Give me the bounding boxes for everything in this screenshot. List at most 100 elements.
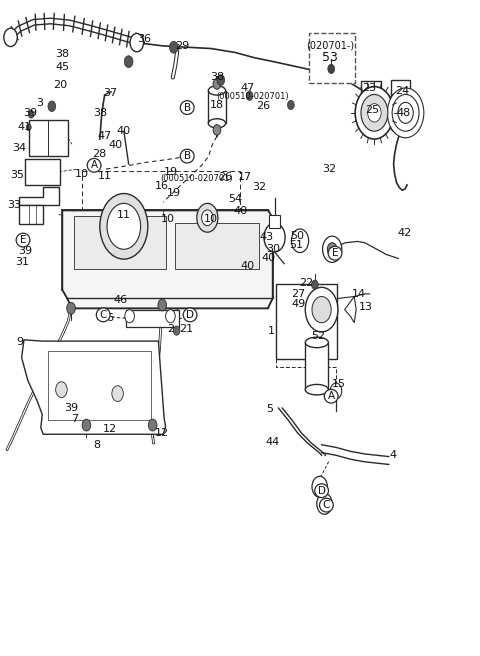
- Text: (000510-020701): (000510-020701): [160, 174, 233, 183]
- Bar: [305, 342, 328, 390]
- Polygon shape: [22, 340, 166, 434]
- Bar: [269, 215, 280, 228]
- Circle shape: [26, 124, 31, 131]
- Text: 26: 26: [256, 101, 270, 112]
- Text: 26: 26: [218, 172, 233, 182]
- Text: 29: 29: [175, 41, 190, 51]
- Text: 53: 53: [322, 51, 338, 64]
- Bar: [175, 223, 259, 269]
- Text: E: E: [20, 235, 26, 245]
- Circle shape: [197, 203, 218, 232]
- Text: 9: 9: [17, 337, 24, 348]
- Bar: [309, 33, 355, 83]
- Text: B: B: [184, 102, 191, 113]
- Polygon shape: [19, 205, 43, 224]
- Text: 32: 32: [252, 182, 266, 192]
- Polygon shape: [62, 210, 273, 308]
- Circle shape: [392, 94, 419, 131]
- Circle shape: [67, 302, 75, 314]
- Circle shape: [112, 386, 123, 401]
- Circle shape: [4, 28, 17, 47]
- Circle shape: [169, 41, 178, 53]
- Text: 39: 39: [18, 245, 32, 256]
- Text: 36: 36: [137, 34, 151, 45]
- Text: (000510-020701): (000510-020701): [216, 92, 289, 101]
- Text: 45: 45: [55, 62, 70, 72]
- Bar: [361, 81, 381, 117]
- Text: 8: 8: [94, 440, 100, 450]
- Text: 11: 11: [97, 171, 112, 181]
- Circle shape: [288, 100, 294, 110]
- Text: 32: 32: [322, 164, 336, 174]
- Text: 16: 16: [155, 181, 169, 192]
- Circle shape: [368, 104, 381, 122]
- Text: 40: 40: [262, 253, 276, 264]
- Circle shape: [130, 33, 144, 52]
- Text: 10: 10: [204, 214, 218, 224]
- Text: 50: 50: [290, 231, 305, 241]
- Text: A: A: [91, 160, 97, 171]
- Circle shape: [398, 102, 413, 123]
- Text: 52: 52: [311, 331, 325, 341]
- Circle shape: [21, 236, 27, 245]
- Text: 24: 24: [395, 85, 409, 96]
- Text: 39: 39: [23, 108, 37, 119]
- Text: 42: 42: [397, 228, 411, 238]
- Bar: [208, 91, 226, 123]
- Circle shape: [330, 383, 342, 399]
- Text: 23: 23: [362, 83, 377, 93]
- Text: C: C: [99, 310, 107, 320]
- Text: 46: 46: [114, 295, 128, 306]
- Text: 5: 5: [266, 404, 273, 415]
- Circle shape: [361, 94, 388, 131]
- Text: 10: 10: [161, 214, 175, 224]
- Text: 38: 38: [93, 108, 107, 118]
- Text: 18: 18: [210, 100, 224, 110]
- Text: 54: 54: [228, 194, 242, 205]
- Text: 22: 22: [299, 278, 313, 289]
- Circle shape: [48, 101, 56, 112]
- Text: 27: 27: [291, 289, 306, 299]
- Circle shape: [28, 110, 34, 118]
- Text: 17: 17: [238, 172, 252, 182]
- Circle shape: [264, 223, 285, 252]
- Text: 40: 40: [117, 126, 131, 136]
- Circle shape: [213, 125, 221, 135]
- Circle shape: [387, 88, 424, 138]
- Text: 10: 10: [74, 169, 89, 179]
- Text: 47: 47: [240, 83, 255, 93]
- Text: 37: 37: [103, 88, 118, 98]
- Circle shape: [323, 236, 342, 262]
- Bar: [276, 284, 337, 359]
- Text: 25: 25: [365, 105, 380, 115]
- Polygon shape: [345, 297, 356, 323]
- Text: 38: 38: [210, 72, 224, 82]
- Text: 3: 3: [36, 98, 43, 108]
- Text: 43: 43: [259, 232, 274, 243]
- Circle shape: [355, 87, 394, 139]
- Text: 49: 49: [291, 299, 306, 310]
- Circle shape: [317, 493, 332, 514]
- Text: 7: 7: [71, 413, 78, 424]
- Text: 21: 21: [179, 324, 193, 335]
- Text: 38: 38: [55, 49, 70, 59]
- Text: 30: 30: [266, 244, 281, 255]
- Text: 40: 40: [240, 261, 254, 272]
- Circle shape: [312, 280, 318, 289]
- Circle shape: [312, 297, 331, 323]
- Text: 6: 6: [106, 312, 113, 323]
- Ellipse shape: [305, 337, 328, 348]
- Text: A: A: [328, 391, 335, 401]
- Circle shape: [82, 419, 91, 431]
- Circle shape: [246, 91, 253, 100]
- Circle shape: [202, 210, 213, 226]
- Text: 39: 39: [64, 403, 78, 413]
- Circle shape: [291, 229, 309, 253]
- Text: 44: 44: [265, 437, 280, 447]
- Text: 48: 48: [396, 108, 410, 118]
- Circle shape: [312, 476, 327, 497]
- Circle shape: [100, 194, 148, 259]
- Text: 1: 1: [268, 326, 275, 337]
- Text: 14: 14: [352, 289, 366, 299]
- Text: 4: 4: [389, 450, 396, 461]
